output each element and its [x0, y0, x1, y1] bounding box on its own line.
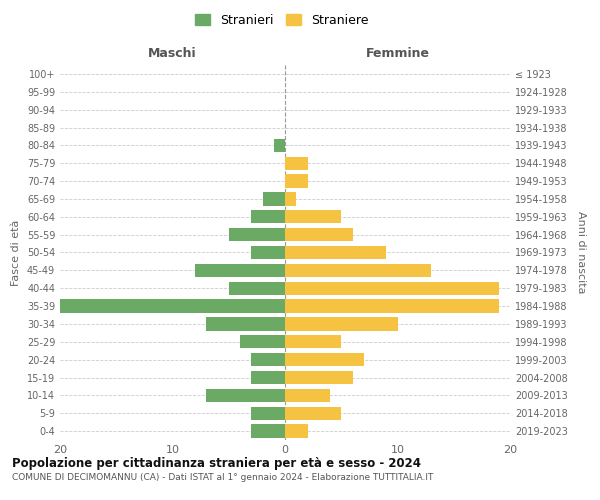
Bar [195, 264, 285, 277]
Bar [285, 353, 364, 366]
Bar [206, 388, 285, 402]
Bar [60, 300, 285, 313]
Bar [285, 424, 308, 438]
Text: Popolazione per cittadinanza straniera per età e sesso - 2024: Popolazione per cittadinanza straniera p… [12, 458, 421, 470]
Bar [274, 138, 285, 152]
Bar [285, 406, 341, 420]
Text: Maschi: Maschi [148, 47, 197, 60]
Bar [285, 264, 431, 277]
Bar [285, 210, 341, 224]
Bar [285, 192, 296, 205]
Y-axis label: Anni di nascita: Anni di nascita [576, 211, 586, 294]
Bar [285, 317, 398, 330]
Bar [229, 282, 285, 295]
Bar [285, 388, 330, 402]
Bar [285, 228, 353, 241]
Text: Femmine: Femmine [365, 47, 430, 60]
Legend: Stranieri, Straniere: Stranieri, Straniere [190, 8, 374, 32]
Bar [285, 300, 499, 313]
Bar [251, 424, 285, 438]
Bar [251, 210, 285, 224]
Bar [285, 246, 386, 259]
Y-axis label: Fasce di età: Fasce di età [11, 220, 21, 286]
Bar [285, 371, 353, 384]
Text: COMUNE DI DECIMOMANNU (CA) - Dati ISTAT al 1° gennaio 2024 - Elaborazione TUTTIT: COMUNE DI DECIMOMANNU (CA) - Dati ISTAT … [12, 472, 433, 482]
Bar [285, 156, 308, 170]
Bar [206, 317, 285, 330]
Bar [251, 353, 285, 366]
Bar [229, 228, 285, 241]
Bar [251, 246, 285, 259]
Bar [251, 371, 285, 384]
Bar [285, 282, 499, 295]
Bar [240, 335, 285, 348]
Bar [285, 174, 308, 188]
Bar [251, 406, 285, 420]
Bar [263, 192, 285, 205]
Bar [285, 335, 341, 348]
